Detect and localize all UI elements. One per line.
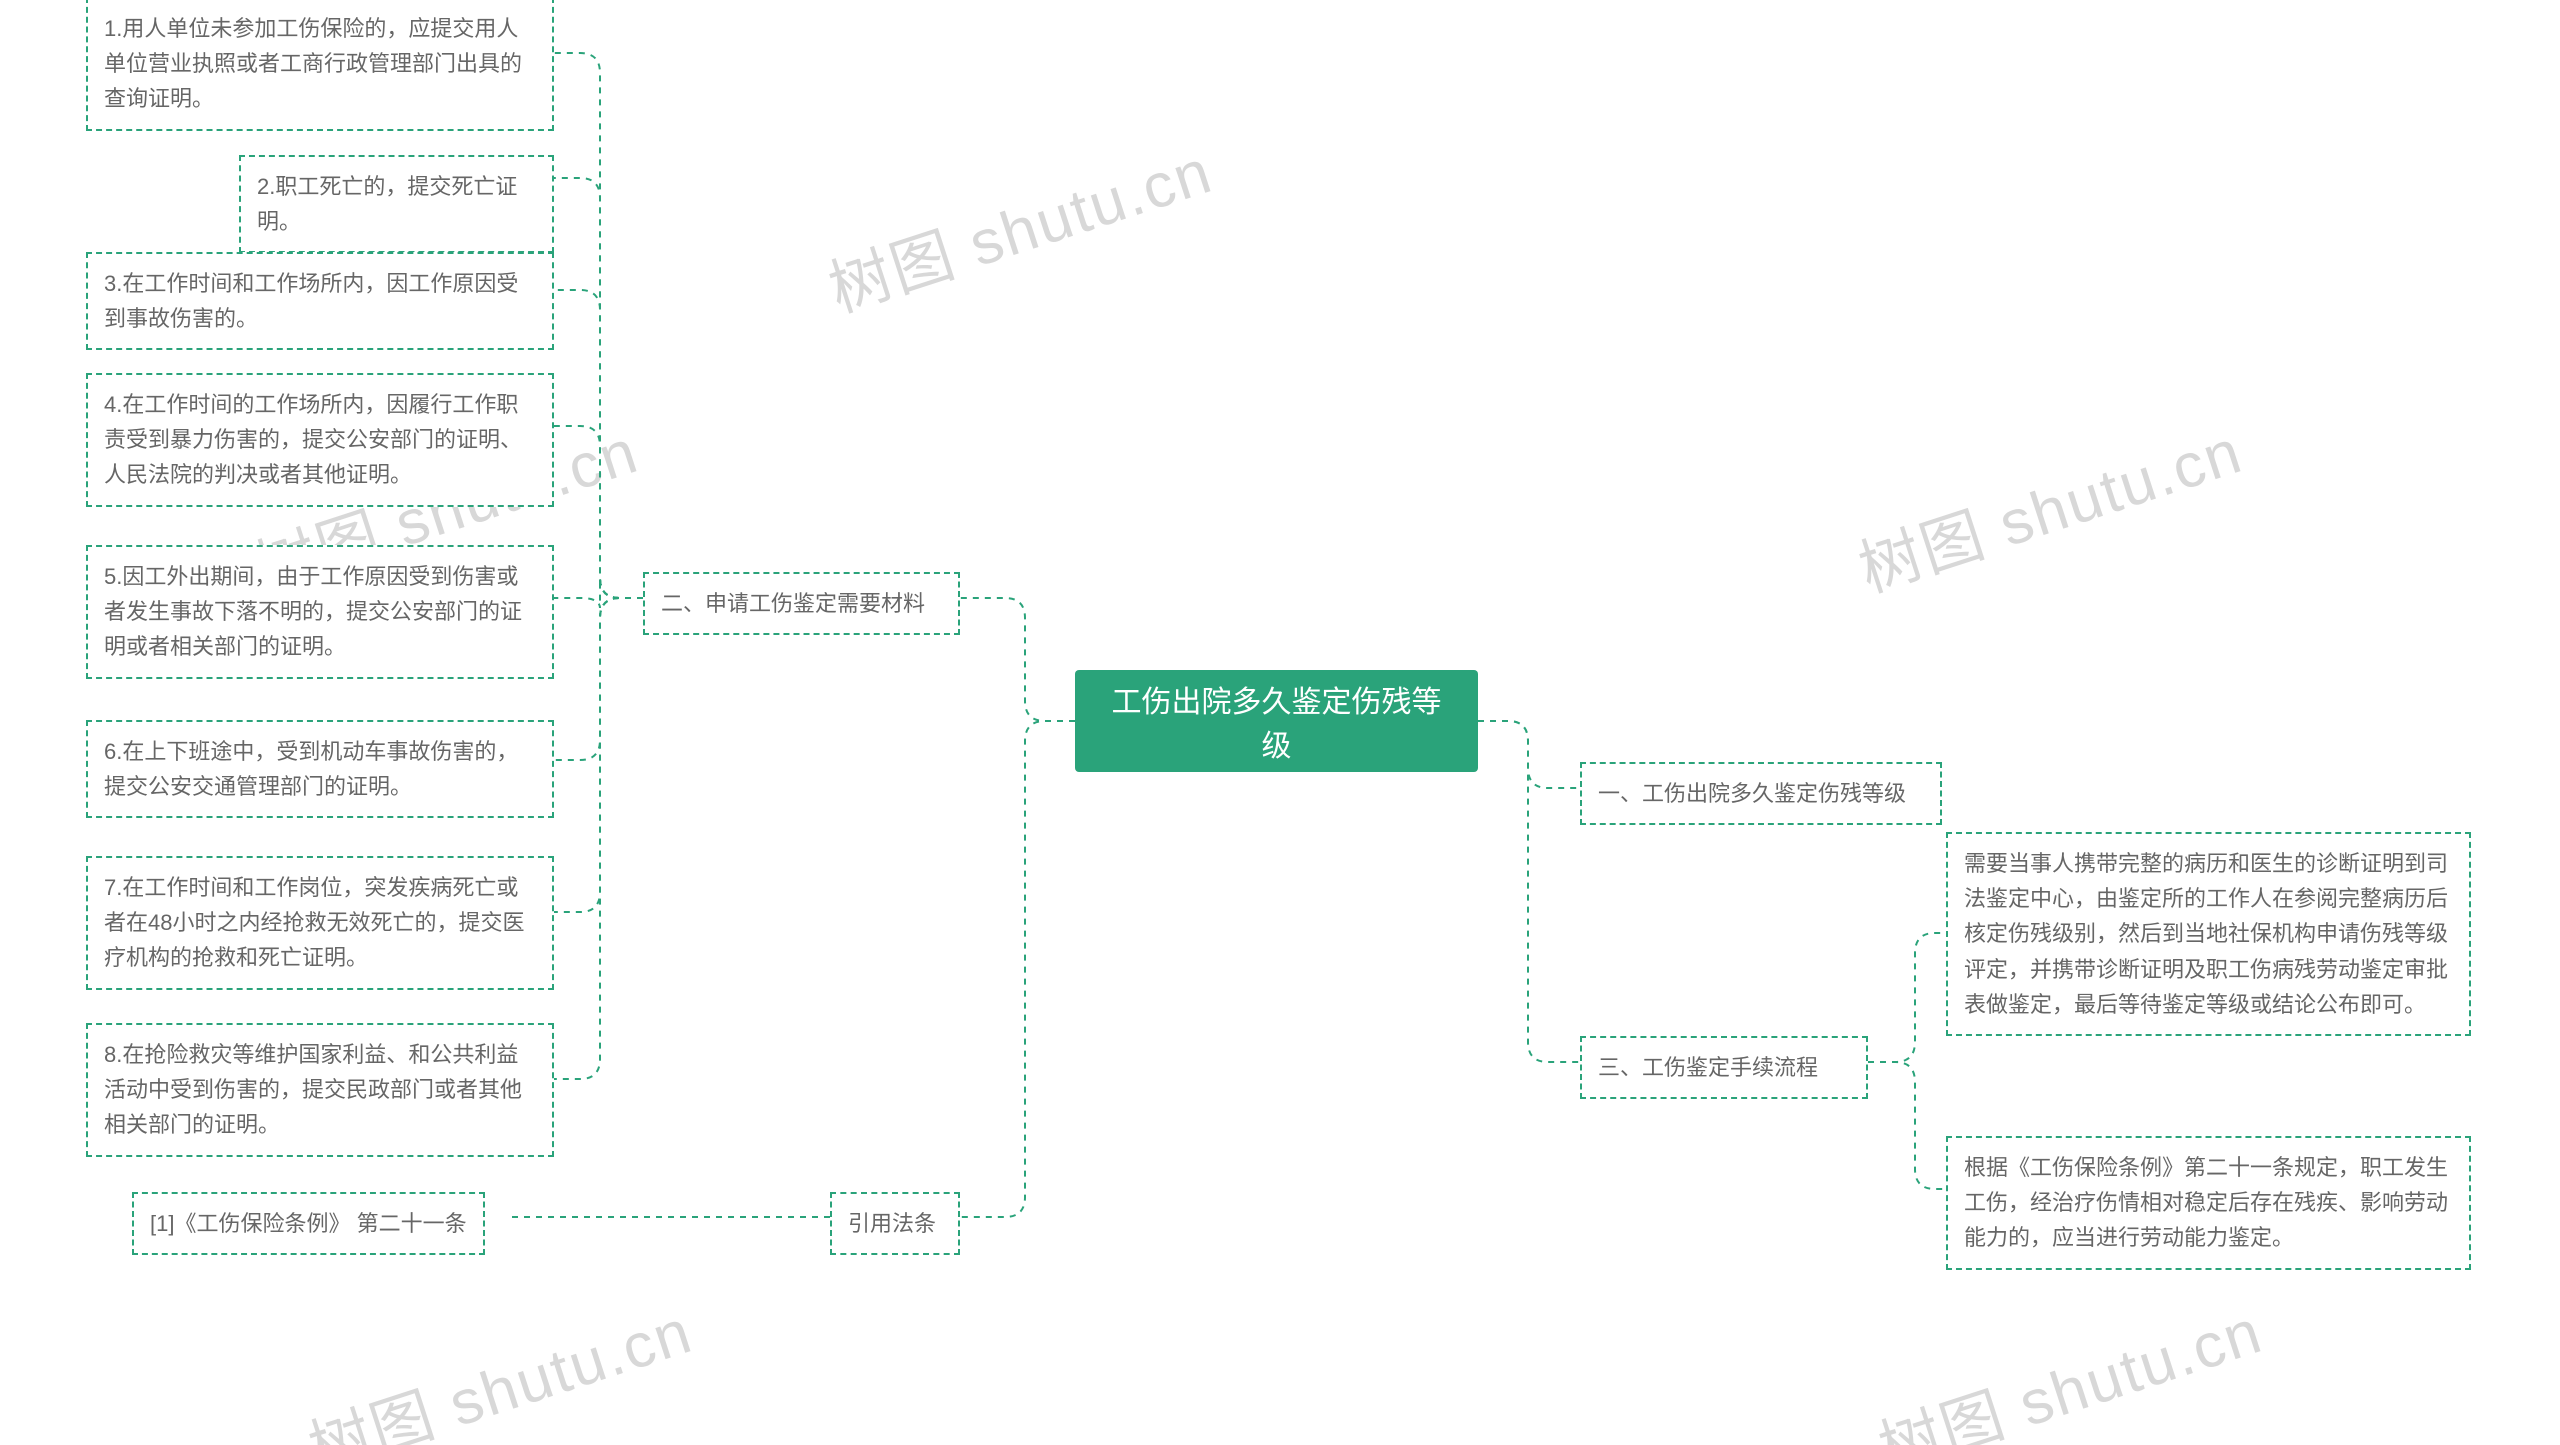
branch-section3-label: 三、工伤鉴定手续流程 xyxy=(1598,1055,1818,1080)
leaf-s2-1[interactable]: 1.用人单位未参加工伤保险的，应提交用人单位营业执照或者工商行政管理部门出具的查… xyxy=(86,0,554,131)
leaf-text: 3.在工作时间和工作场所内，因工作原因受到事故伤害的。 xyxy=(104,271,518,331)
watermark: 树图 shutu.cn xyxy=(1846,401,2252,609)
leaf-text: 2.职工死亡的，提交死亡证明。 xyxy=(257,174,517,234)
leaf-s2-5[interactable]: 5.因工外出期间，由于工作原因受到伤害或者发生事故下落不明的，提交公安部门的证明… xyxy=(86,545,554,679)
leaf-text: 7.在工作时间和工作岗位，突发疾病死亡或者在48小时之内经抢救无效死亡的，提交医… xyxy=(104,875,524,970)
branch-references-label: 引用法条 xyxy=(848,1211,936,1236)
branch-section2-label: 二、申请工伤鉴定需要材料 xyxy=(661,591,925,616)
watermark: 树图 shutu.cn xyxy=(816,121,1222,329)
branch-section3[interactable]: 三、工伤鉴定手续流程 xyxy=(1580,1036,1868,1099)
branch-section1-label: 一、工伤出院多久鉴定伤残等级 xyxy=(1598,781,1906,806)
leaf-text: 4.在工作时间的工作场所内，因履行工作职责受到暴力伤害的，提交公安部门的证明、人… xyxy=(104,392,522,487)
mindmap-canvas: 树图 shutu.cn 树图 shutu.cn 树图 shutu.cn 树图 s… xyxy=(0,0,2560,1445)
leaf-s2-4[interactable]: 4.在工作时间的工作场所内，因履行工作职责受到暴力伤害的，提交公安部门的证明、人… xyxy=(86,373,554,507)
branch-references[interactable]: 引用法条 xyxy=(830,1192,960,1255)
watermark: 树图 shutu.cn xyxy=(1866,1281,2272,1445)
leaf-s3-2[interactable]: 根据《工伤保险条例》第二十一条规定，职工发生工伤，经治疗伤情相对稳定后存在残疾、… xyxy=(1946,1136,2471,1270)
leaf-text: [1]《工伤保险条例》 第二十一条 xyxy=(150,1211,467,1236)
leaf-s2-2[interactable]: 2.职工死亡的，提交死亡证明。 xyxy=(239,155,554,253)
leaf-s2-7[interactable]: 7.在工作时间和工作岗位，突发疾病死亡或者在48小时之内经抢救无效死亡的，提交医… xyxy=(86,856,554,990)
leaf-s3-1[interactable]: 需要当事人携带完整的病历和医生的诊断证明到司法鉴定中心，由鉴定所的工作人在参阅完… xyxy=(1946,832,2471,1036)
leaf-s2-6[interactable]: 6.在上下班途中，受到机动车事故伤害的，提交公安交通管理部门的证明。 xyxy=(86,720,554,818)
root-label: 工伤出院多久鉴定伤残等 级 xyxy=(1112,677,1442,765)
leaf-text: 5.因工外出期间，由于工作原因受到伤害或者发生事故下落不明的，提交公安部门的证明… xyxy=(104,564,522,659)
branch-section2[interactable]: 二、申请工伤鉴定需要材料 xyxy=(643,572,960,635)
leaf-text: 6.在上下班途中，受到机动车事故伤害的，提交公安交通管理部门的证明。 xyxy=(104,739,518,799)
leaf-text: 需要当事人携带完整的病历和医生的诊断证明到司法鉴定中心，由鉴定所的工作人在参阅完… xyxy=(1964,851,2448,1017)
leaf-text: 8.在抢险救灾等维护国家利益、和公共利益活动中受到伤害的，提交民政部门或者其他相… xyxy=(104,1042,522,1137)
leaf-refs-1[interactable]: [1]《工伤保险条例》 第二十一条 xyxy=(132,1192,485,1255)
watermark: 树图 shutu.cn xyxy=(296,1281,702,1445)
leaf-text: 根据《工伤保险条例》第二十一条规定，职工发生工伤，经治疗伤情相对稳定后存在残疾、… xyxy=(1964,1155,2448,1250)
leaf-text: 1.用人单位未参加工伤保险的，应提交用人单位营业执照或者工商行政管理部门出具的查… xyxy=(104,16,522,111)
leaf-s2-8[interactable]: 8.在抢险救灾等维护国家利益、和公共利益活动中受到伤害的，提交民政部门或者其他相… xyxy=(86,1023,554,1157)
root-node[interactable]: 工伤出院多久鉴定伤残等 级 xyxy=(1075,670,1478,772)
branch-section1[interactable]: 一、工伤出院多久鉴定伤残等级 xyxy=(1580,762,1942,825)
leaf-s2-3[interactable]: 3.在工作时间和工作场所内，因工作原因受到事故伤害的。 xyxy=(86,252,554,350)
